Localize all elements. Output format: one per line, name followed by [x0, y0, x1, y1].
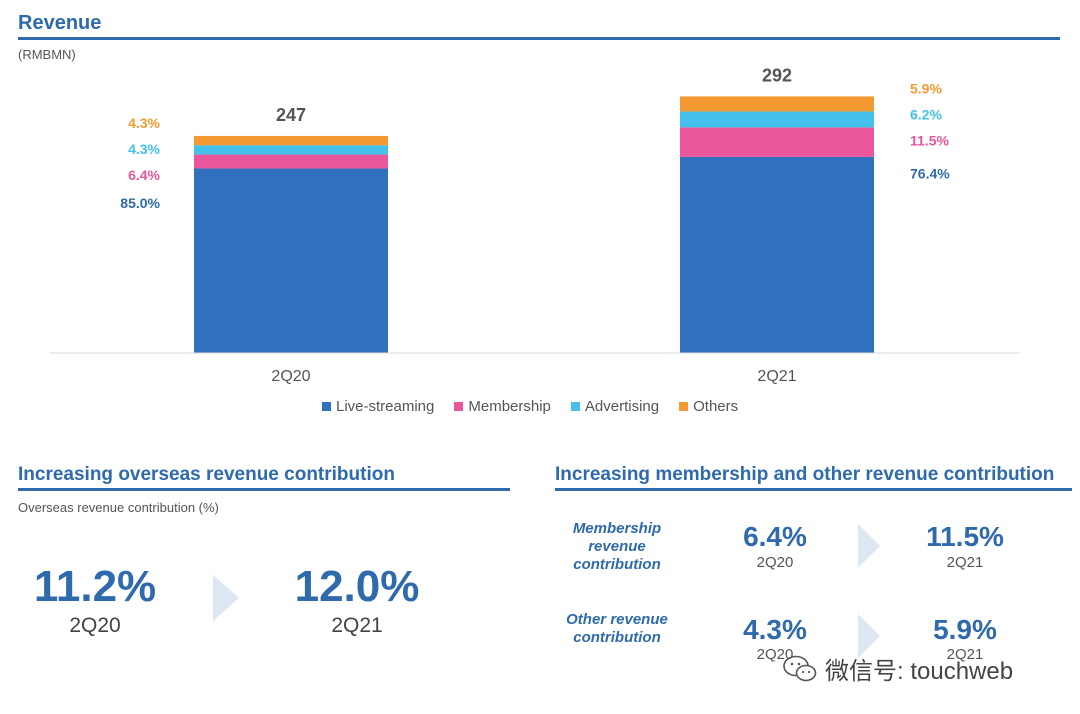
- chevron-right-icon: [213, 575, 239, 621]
- bar-2q20-live-streaming: [194, 168, 388, 353]
- membership-to-period: 2Q21: [946, 554, 984, 571]
- x-tick-label-2q21: 2Q21: [757, 368, 796, 385]
- membership-from-value: 6.4%: [743, 521, 807, 552]
- bar-2q20-advertising: [194, 145, 388, 155]
- title-rule: [18, 37, 1060, 40]
- membership-from-period: 2Q20: [756, 554, 794, 571]
- pct-label-2q21-advertising: 6.2%: [910, 106, 942, 122]
- other-row-label: Other revenue contribution: [566, 611, 668, 646]
- x-tick-label-2q20: 2Q20: [271, 368, 310, 385]
- pct-label-2q20-membership: 6.4%: [128, 167, 160, 183]
- chevron-right-icon: [858, 614, 880, 658]
- page-title: Revenue: [18, 12, 102, 34]
- pct-label-2q20-advertising: 4.3%: [128, 141, 160, 157]
- other-to-value: 5.9%: [933, 614, 997, 645]
- pct-label-2q21-others: 5.9%: [910, 80, 942, 96]
- other-from-value: 4.3%: [743, 614, 807, 645]
- bar-2q21-membership: [680, 127, 874, 157]
- revenue-chart: 247 2Q20 85.0% 6.4% 4.3% 4.3% 292 2Q21 76.4% 11.5…: [50, 65, 1020, 385]
- total-label-2q20: 247: [276, 105, 306, 125]
- legend-item-live-streaming: Live-streaming: [322, 398, 434, 415]
- membership-row-label: Membership revenue contribution: [572, 520, 662, 573]
- overseas-title: Increasing overseas revenue contribution: [18, 464, 395, 485]
- overseas-from-value: 11.2%: [33, 562, 157, 611]
- overseas-rule: [18, 488, 510, 491]
- overseas-subtitle: Overseas revenue contribution (%): [18, 500, 219, 515]
- legend-item-others: Others: [679, 398, 738, 415]
- legend-item-membership: Membership: [454, 398, 551, 415]
- bar-2q21-others: [680, 96, 874, 112]
- membership-other-rule: [555, 488, 1072, 491]
- overseas-to-period: 2Q21: [331, 614, 383, 637]
- bar-2q20-others: [194, 135, 388, 146]
- total-label-2q21: 292: [762, 65, 792, 85]
- wechat-icon: [783, 655, 817, 681]
- unit-label: (RMBMN): [18, 47, 76, 62]
- bar-2q21-advertising: [680, 111, 874, 128]
- chevron-right-icon: [858, 524, 880, 568]
- legend-item-advertising: Advertising: [570, 398, 659, 415]
- other-from-period: 2Q20: [756, 646, 794, 663]
- bar-2q20-membership: [194, 154, 388, 169]
- watermark-text: 微信号: touchweb: [825, 658, 1014, 685]
- other-to-period: 2Q21: [946, 646, 984, 663]
- overseas-from-period: 2Q20: [69, 614, 121, 637]
- bar-2q21-live-streaming: [680, 156, 874, 353]
- pct-label-2q21-membership: 11.5%: [910, 132, 949, 148]
- watermark: 微信号: touchweb: [783, 651, 1013, 686]
- pct-label-2q20-live-streaming: 85.0%: [120, 195, 160, 211]
- pct-label-2q21-live-streaming: 76.4%: [910, 165, 950, 181]
- overseas-to-value: 12.0%: [294, 562, 420, 611]
- chart-legend: Live-streaming Membership Advertising Ot…: [322, 398, 738, 415]
- membership-to-value: 11.5%: [926, 521, 1004, 552]
- pct-label-2q20-others: 4.3%: [128, 115, 160, 131]
- membership-other-title: Increasing membership and other revenue …: [555, 464, 1055, 485]
